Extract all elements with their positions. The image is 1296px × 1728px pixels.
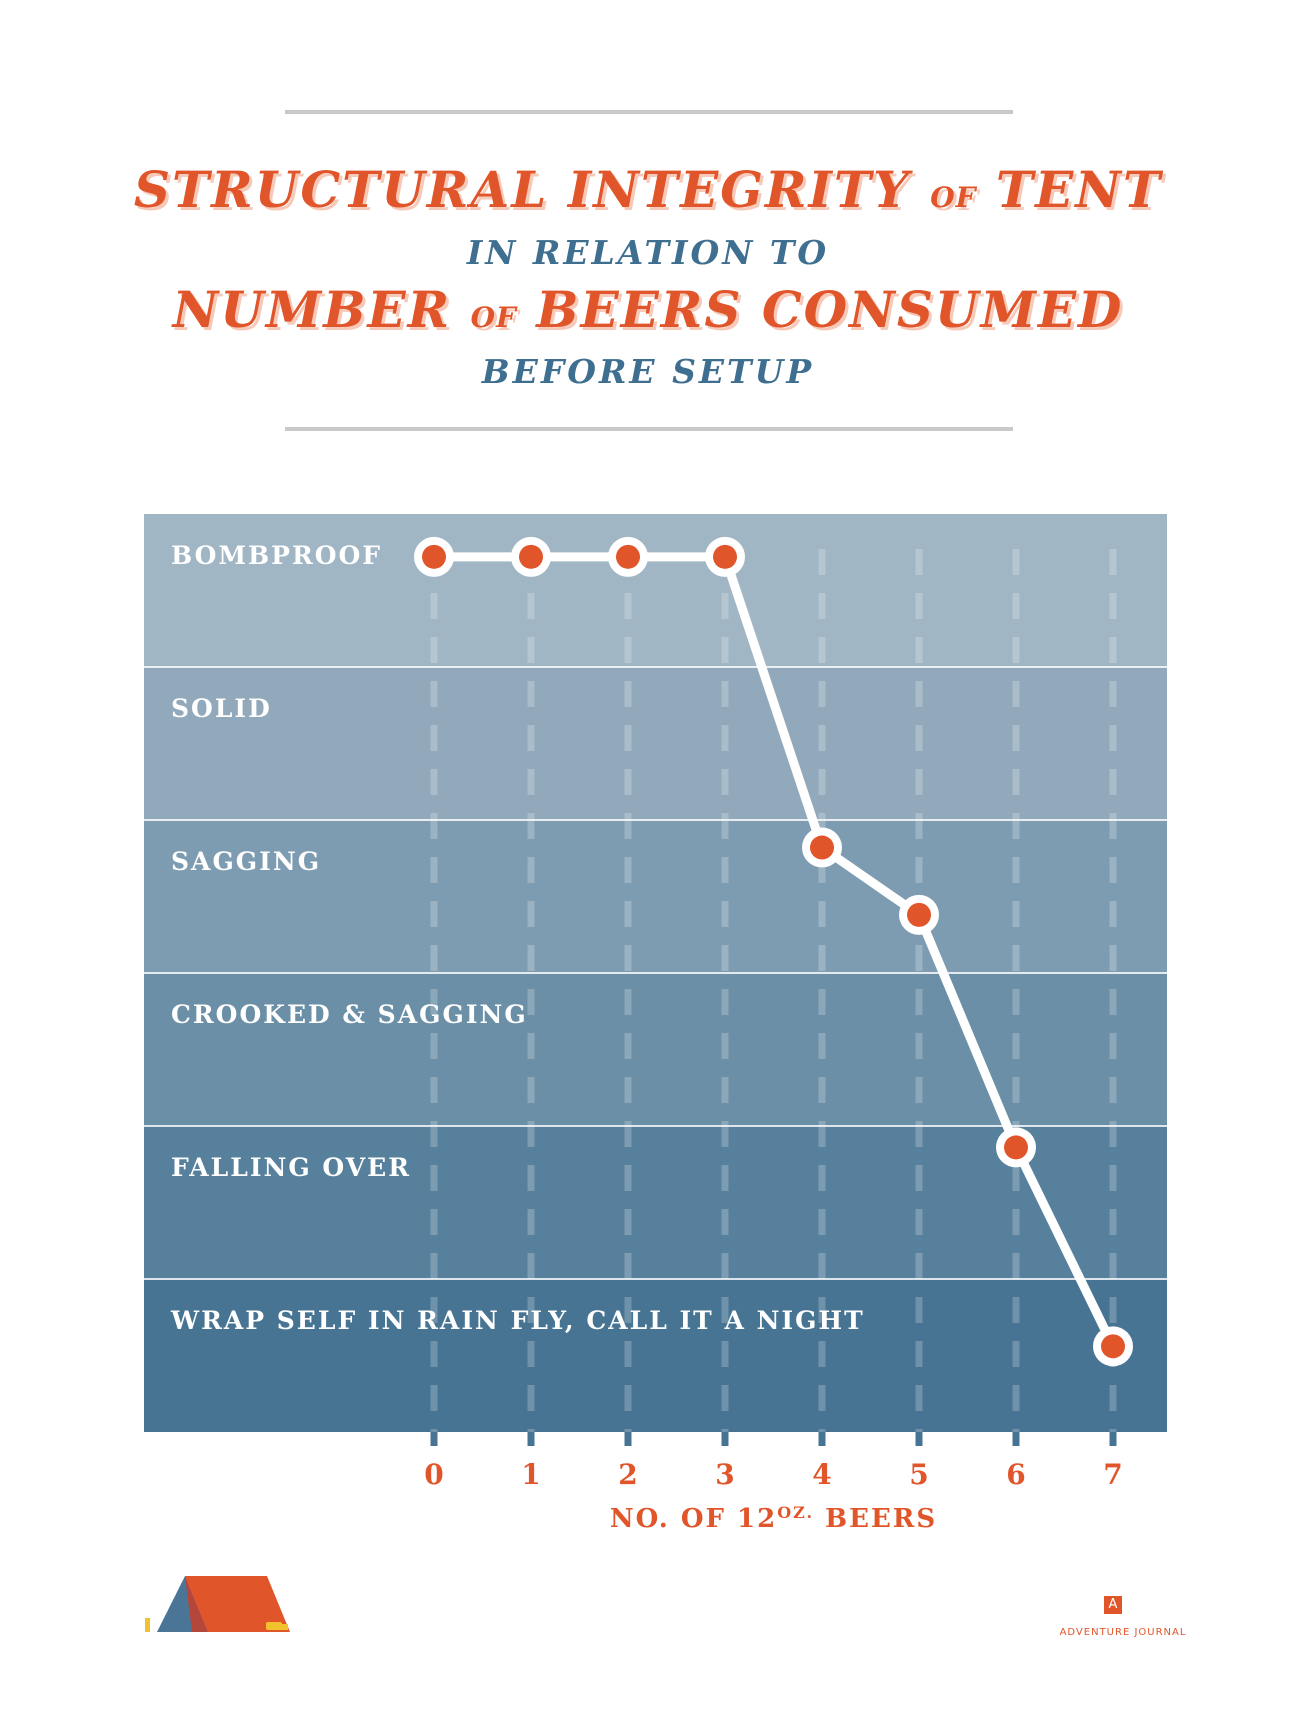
data-point [616,544,640,569]
x-tick-label: 0 [424,1458,443,1491]
band-5 [144,1279,1167,1432]
x-tick-label: 4 [812,1458,831,1491]
x-tick-label: 7 [1103,1458,1122,1491]
data-point [519,544,543,569]
brand-name: ADVENTURE JOURNAL [1059,1627,1187,1638]
title-part-1: STRUCTURAL INTEGRITY [133,160,911,219]
title-part-2: TENT [995,160,1163,219]
band-label: SOLID [171,694,272,723]
title-joiner-2: OF [470,301,517,334]
band-2 [144,820,1167,973]
bottom-divider [285,427,1013,431]
x-tick-label: 2 [618,1458,637,1491]
data-point [1004,1135,1028,1160]
x-tick-label: 6 [1006,1458,1025,1491]
x-tick-label: 1 [521,1458,540,1491]
data-point [422,544,446,569]
data-point [1101,1334,1125,1359]
band-label: CROOKED & SAGGING [171,1000,528,1029]
band-label: WRAP SELF IN RAIN FLY, CALL IT A NIGHT [170,1306,865,1335]
band-1 [144,667,1167,820]
title-part-3: NUMBER [172,280,452,339]
title-part-4: BEERS CONSUMED [536,280,1124,339]
x-axis-label: NO. OF 12OZ. BEERS [610,1503,937,1535]
data-point [810,835,834,860]
tent-icon [145,1576,290,1632]
title-line-4: BEFORE SETUP [481,352,815,391]
data-point [713,544,737,569]
band-0 [144,514,1167,667]
band-label: SAGGING [171,847,321,876]
title-joiner-1: OF [930,181,977,214]
x-tick-label: 3 [715,1458,734,1491]
band-label: FALLING OVER [171,1153,411,1182]
top-divider [285,110,1013,114]
x-tick-label: 5 [909,1458,928,1491]
title-line-1: STRUCTURAL INTEGRITY OF TENT [0,160,1296,219]
brand-mark-icon: A [1104,1596,1122,1614]
band-label: BOMBPROOF [171,541,382,570]
title-line-3: NUMBER OF BEERS CONSUMED [0,280,1296,339]
data-point [907,902,931,927]
title-line-2: IN RELATION TO [466,233,830,272]
